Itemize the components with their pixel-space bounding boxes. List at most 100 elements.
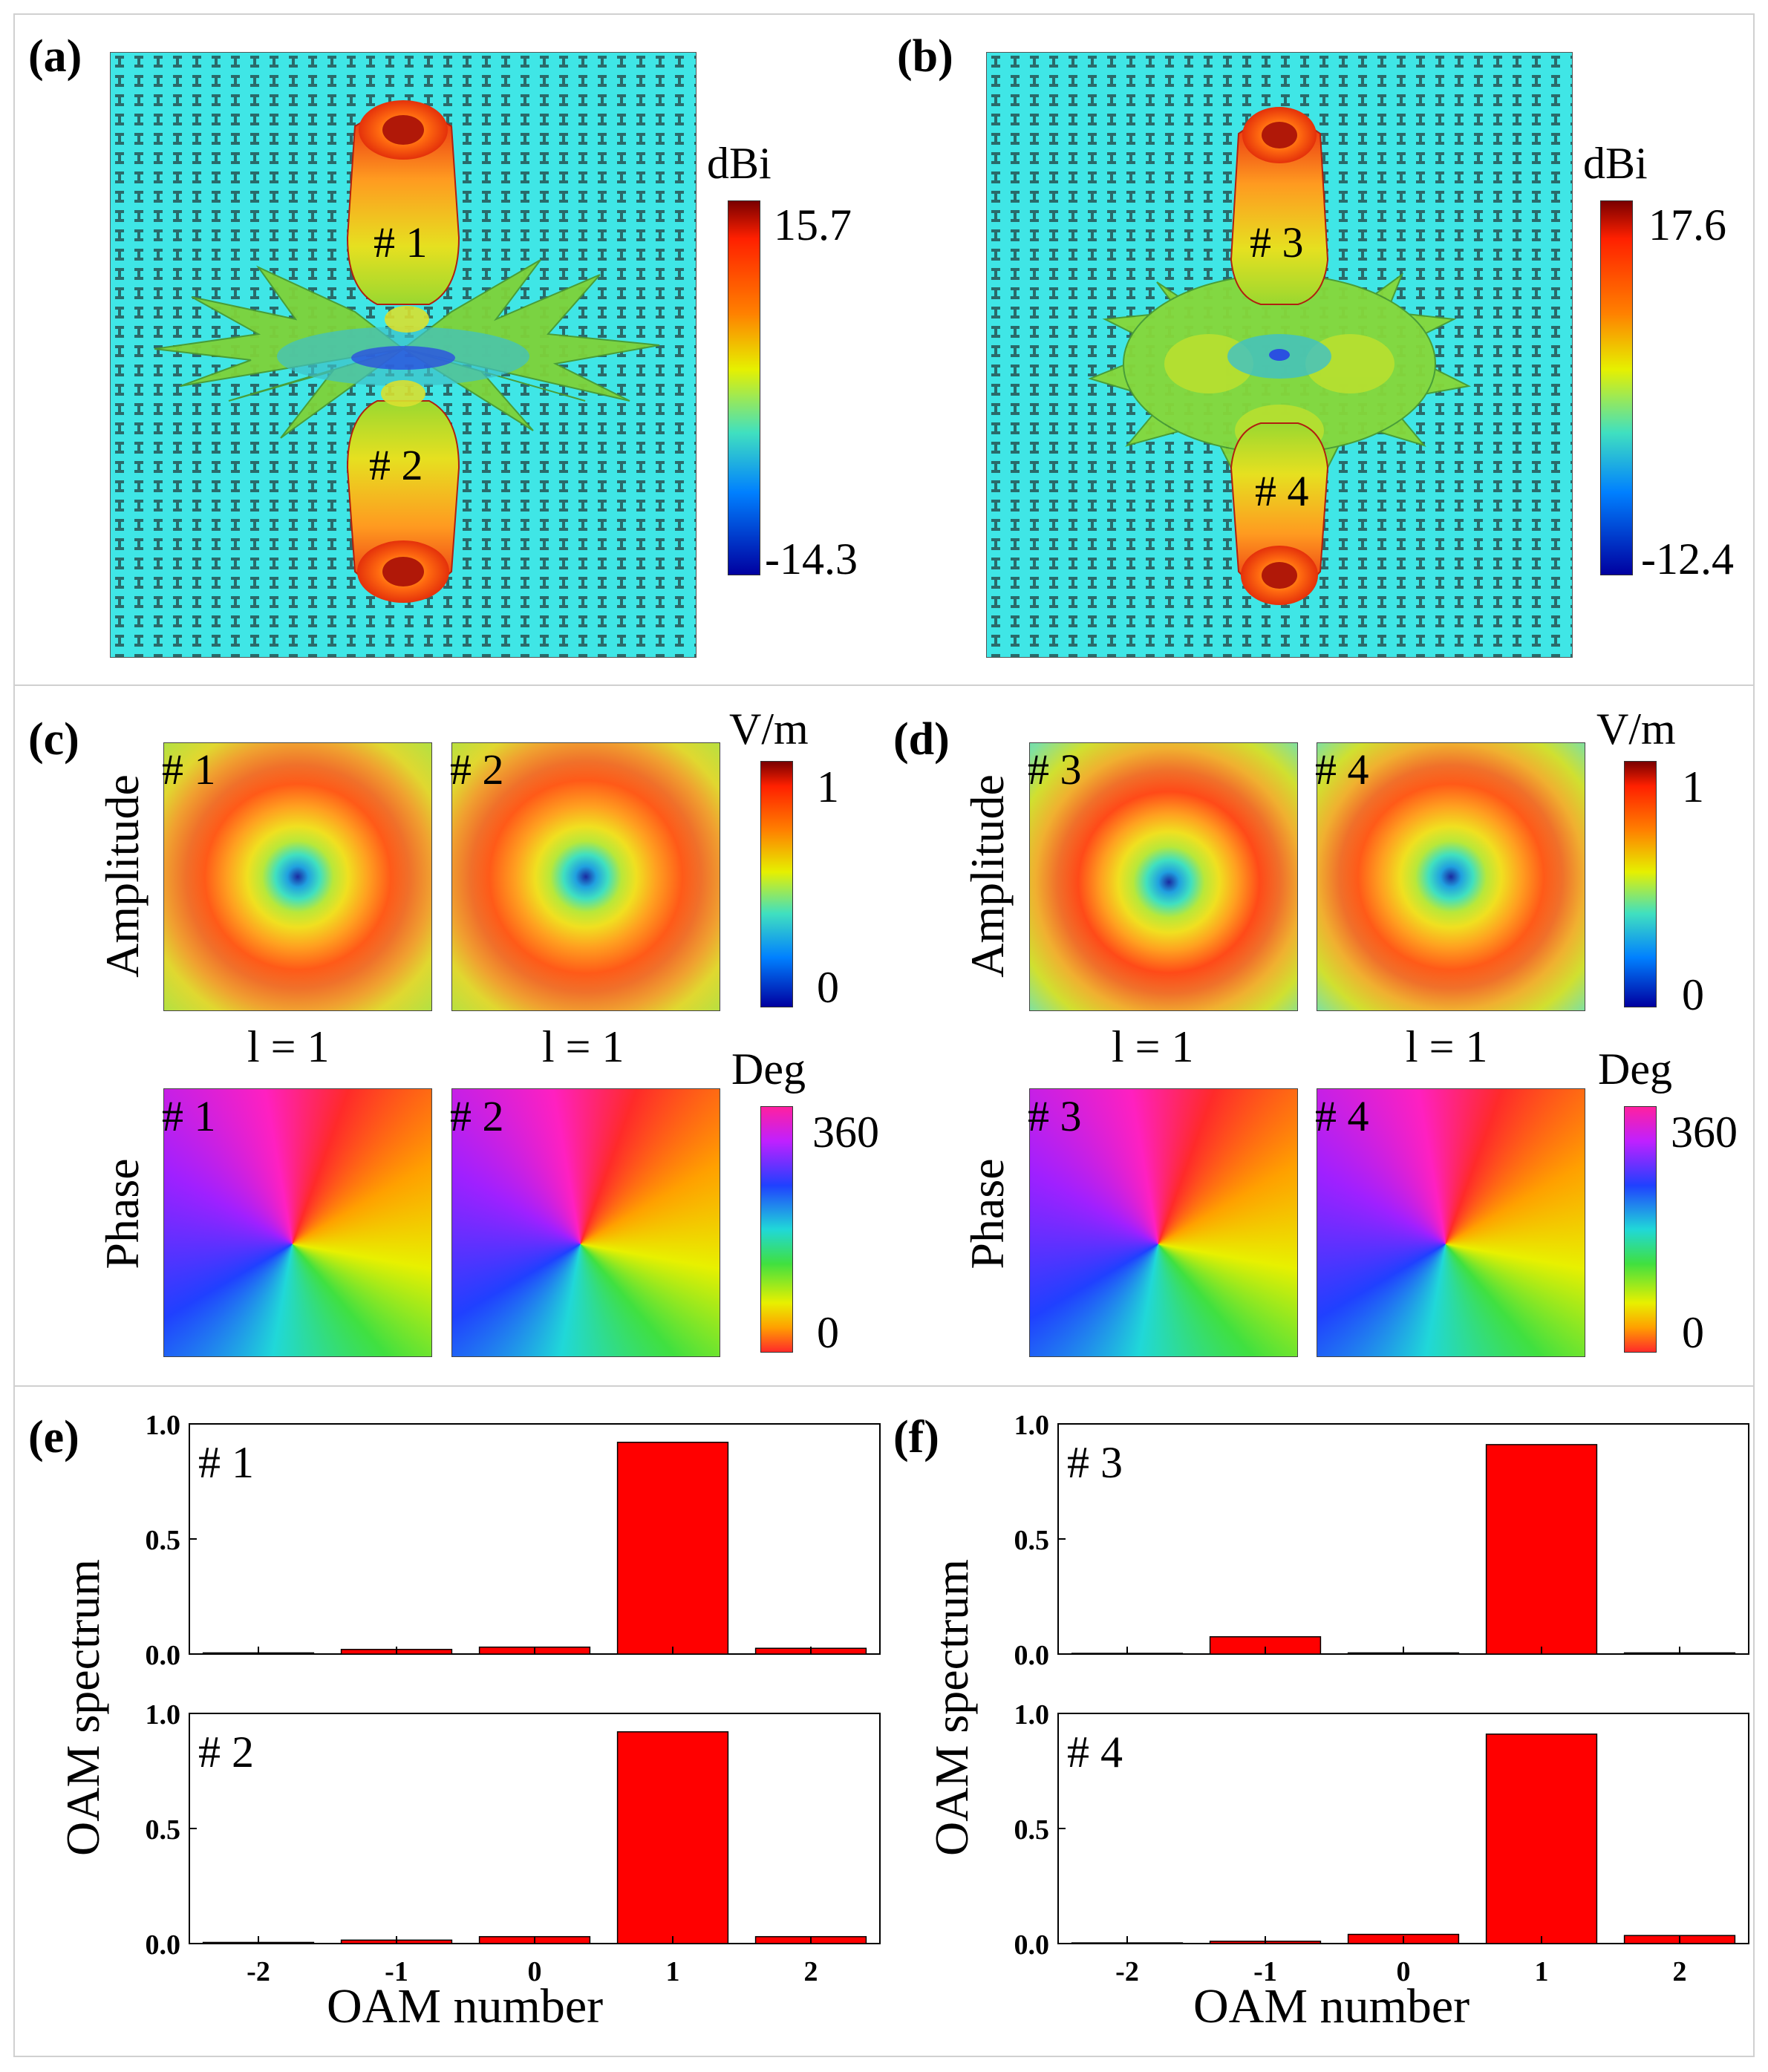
panel-d-amp-colorbar — [1624, 761, 1657, 1007]
panel-e-ylabel: OAM spectrum — [56, 1559, 109, 1856]
panel-d-phase-max: 360 — [1671, 1108, 1738, 1157]
panel-a-tag-top: # 1 — [374, 218, 428, 267]
chart-svg: 0.0 0.5 1.0 -2 -1 0 1 2 # 4 — [1014, 1699, 1749, 1987]
panel-b-radiation-pattern — [986, 52, 1573, 658]
panel-c-amp-1 — [163, 742, 432, 1011]
panel-a-label: (a) — [28, 31, 82, 82]
panel-d-phase-colorbar — [1624, 1106, 1657, 1353]
panel-d-amp-3 — [1029, 742, 1298, 1011]
chart-e-top: 0.0 0.5 1.0 # 1 — [111, 1403, 898, 1685]
y-tick-label: 1.0 — [146, 1410, 181, 1441]
panel-a-colorbar — [728, 200, 760, 575]
y-tick-label: 0.5 — [146, 1814, 181, 1846]
plot-frame — [1057, 1423, 1749, 1655]
panel-d-phase-label: Phase — [961, 1158, 1014, 1269]
panel-a-tag-bottom: # 2 — [369, 441, 423, 489]
y-tick-label: 0.5 — [1014, 1525, 1050, 1556]
panel-f-ylabel: OAM spectrum — [925, 1559, 978, 1856]
frame-bottom — [13, 1385, 1755, 2057]
panel-a-radiation-pattern — [110, 52, 697, 658]
y-tick-label: 0.0 — [1014, 1640, 1050, 1671]
chart-svg: 0.0 0.5 1.0 # 1 — [146, 1410, 881, 1671]
panel-d-phase-3 — [1029, 1088, 1298, 1357]
chart-annotation: # 2 — [198, 1728, 254, 1777]
panel-b-min: -12.4 — [1641, 535, 1734, 584]
chart-annotation: # 3 — [1067, 1438, 1123, 1487]
panel-c-phase-2 — [451, 1088, 720, 1357]
panel-d-label: (d) — [893, 714, 950, 765]
x-tick-label: 0 — [1397, 1956, 1411, 1987]
panel-d-phase-tag-3: # 3 — [1028, 1092, 1082, 1140]
panel-a-min: -14.3 — [765, 535, 858, 584]
x-tick-label: -1 — [1253, 1956, 1277, 1987]
panel-a-max: 15.7 — [774, 200, 852, 249]
panel-c-amp-2 — [451, 742, 720, 1011]
panel-c-amp-tag-1: # 1 — [162, 745, 216, 794]
panel-d-amp-max: 1 — [1682, 762, 1704, 811]
y-tick-label: 1.0 — [1014, 1410, 1050, 1441]
panel-d-mode-right: l = 1 — [1406, 1022, 1488, 1071]
y-tick-label: 1.0 — [146, 1699, 181, 1731]
panel-d-amp-tag-4: # 4 — [1315, 745, 1369, 794]
bar — [616, 1442, 729, 1655]
y-tick-label: 0.0 — [146, 1640, 181, 1671]
bar — [616, 1731, 729, 1944]
panel-b-tag-bottom: # 4 — [1255, 467, 1309, 515]
panel-d-phase-tag-4: # 4 — [1315, 1092, 1369, 1140]
panel-b-label: (b) — [897, 31, 953, 82]
panel-d-phase-4 — [1317, 1088, 1585, 1357]
panel-c-phase-label: Phase — [96, 1158, 149, 1269]
panel-b-tag-top: # 3 — [1250, 218, 1304, 267]
panel-e-label: (e) — [28, 1412, 79, 1463]
x-tick-label: 2 — [804, 1956, 818, 1987]
chart-annotation: # 1 — [198, 1438, 254, 1487]
x-tick-label: -1 — [385, 1956, 408, 1987]
panel-b-unit: dBi — [1583, 139, 1648, 188]
bar — [1485, 1444, 1598, 1655]
x-tick-label: 2 — [1673, 1956, 1687, 1987]
y-tick-label: 0.5 — [146, 1525, 181, 1556]
panel-c-phase-colorbar — [760, 1106, 793, 1353]
panel-d-mode-left: l = 1 — [1112, 1022, 1194, 1071]
panel-b-max: 17.6 — [1648, 200, 1726, 249]
panel-f-xlabel: OAM number — [1193, 1979, 1470, 2033]
panel-c-mode-left: l = 1 — [247, 1022, 330, 1071]
x-tick-label: 1 — [666, 1956, 680, 1987]
x-tick-label: -2 — [1115, 1956, 1139, 1987]
panel-d-amp-4 — [1317, 742, 1585, 1011]
chart-svg: 0.0 0.5 1.0 # 3 — [1014, 1410, 1749, 1671]
bar — [1485, 1733, 1598, 1944]
x-tick-label: -2 — [247, 1956, 270, 1987]
panel-c-phase-1 — [163, 1088, 432, 1357]
chart-f-top: 0.0 0.5 1.0 # 3 — [980, 1403, 1767, 1685]
chart-svg: 0.0 0.5 1.0 -2 -1 0 1 2 # 2 — [146, 1699, 881, 1987]
panel-c-phase-unit: Deg — [731, 1045, 806, 1094]
panel-c-phase-tag-1: # 1 — [162, 1092, 216, 1140]
panel-d-amp-tag-3: # 3 — [1028, 745, 1082, 794]
panel-c-amp-min: 0 — [817, 963, 839, 1012]
panel-c-amp-max: 1 — [817, 762, 839, 811]
panel-e-xlabel: OAM number — [327, 1979, 604, 2033]
plot-frame — [1057, 1713, 1749, 1944]
panel-c-amp-tag-2: # 2 — [450, 745, 504, 794]
x-tick-label: 1 — [1535, 1956, 1549, 1987]
panel-c-phase-max: 360 — [812, 1108, 879, 1157]
plot-frame — [189, 1713, 881, 1944]
panel-c-label: (c) — [28, 714, 79, 765]
y-tick-label: 0.5 — [1014, 1814, 1050, 1846]
panel-d-amplitude-label: Amplitude — [961, 774, 1014, 978]
panel-c-phase-min: 0 — [817, 1308, 839, 1357]
panel-b-colorbar — [1600, 200, 1633, 575]
panel-f-label: (f) — [893, 1412, 939, 1463]
panel-c-amp-colorbar — [760, 761, 793, 1007]
x-tick-label: 0 — [528, 1956, 542, 1987]
panel-c-amp-unit: V/m — [729, 705, 809, 754]
panel-d-amp-unit: V/m — [1596, 705, 1676, 754]
chart-f-bottom: 0.0 0.5 1.0 -2 -1 0 1 2 # 4 — [980, 1693, 1767, 2019]
panel-c-phase-tag-2: # 2 — [450, 1092, 504, 1140]
chart-e-bottom: 0.0 0.5 1.0 -2 -1 0 1 2 # 2 — [111, 1693, 898, 2019]
panel-c-amplitude-label: Amplitude — [96, 774, 149, 978]
panel-a-unit: dBi — [707, 139, 772, 188]
chart-annotation: # 4 — [1067, 1728, 1123, 1777]
panel-d-phase-unit: Deg — [1598, 1045, 1672, 1094]
